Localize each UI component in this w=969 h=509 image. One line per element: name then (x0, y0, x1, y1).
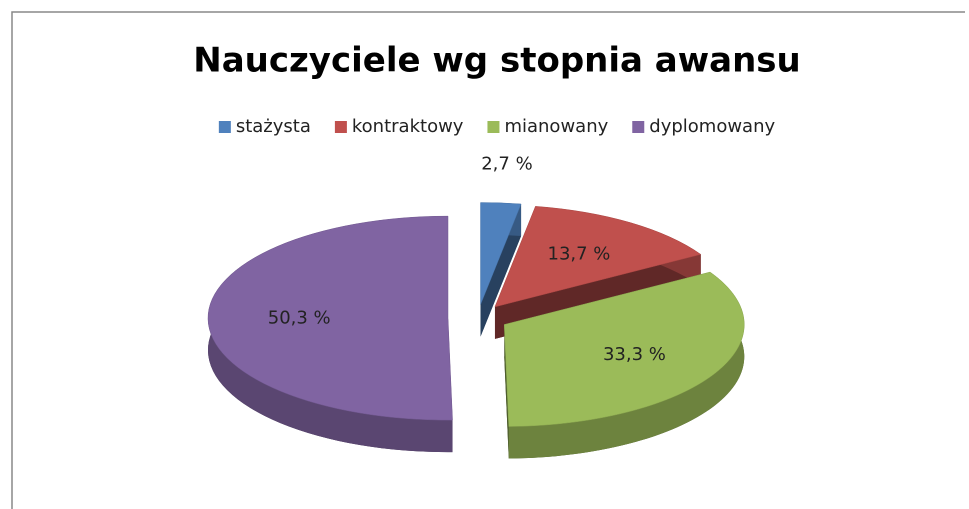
legend-swatch (334, 121, 347, 133)
slice-side (508, 272, 745, 459)
data-label: 33,3 % (603, 344, 666, 365)
data-label: 50,3 % (268, 308, 331, 329)
slice (503, 271, 745, 427)
data-label: 2,7 % (481, 153, 532, 174)
legend-label: stażysta (236, 116, 311, 137)
legend-label: dyplomowany (649, 116, 775, 137)
slice (480, 202, 522, 305)
slice-cut (480, 202, 522, 337)
legend-label: kontraktowy (352, 116, 464, 137)
slice (494, 206, 702, 308)
data-label: 13,7 % (548, 244, 611, 265)
legend-swatch (218, 121, 231, 133)
pie-tops (207, 202, 745, 427)
legend-label: mianowany (504, 116, 608, 137)
legend-swatch (487, 121, 500, 133)
slice-cut (494, 206, 701, 339)
legend: stażysta kontraktowy mianowany dyplomowany (218, 116, 775, 137)
chart-border (11, 11, 965, 509)
slice (207, 215, 453, 421)
legend-swatch (632, 121, 645, 133)
data-labels: 2,7 % 13,7 % 33,3 % 50,3 % (268, 153, 666, 365)
chart-title: Nauczyciele wg stopnia awansu (193, 41, 800, 81)
